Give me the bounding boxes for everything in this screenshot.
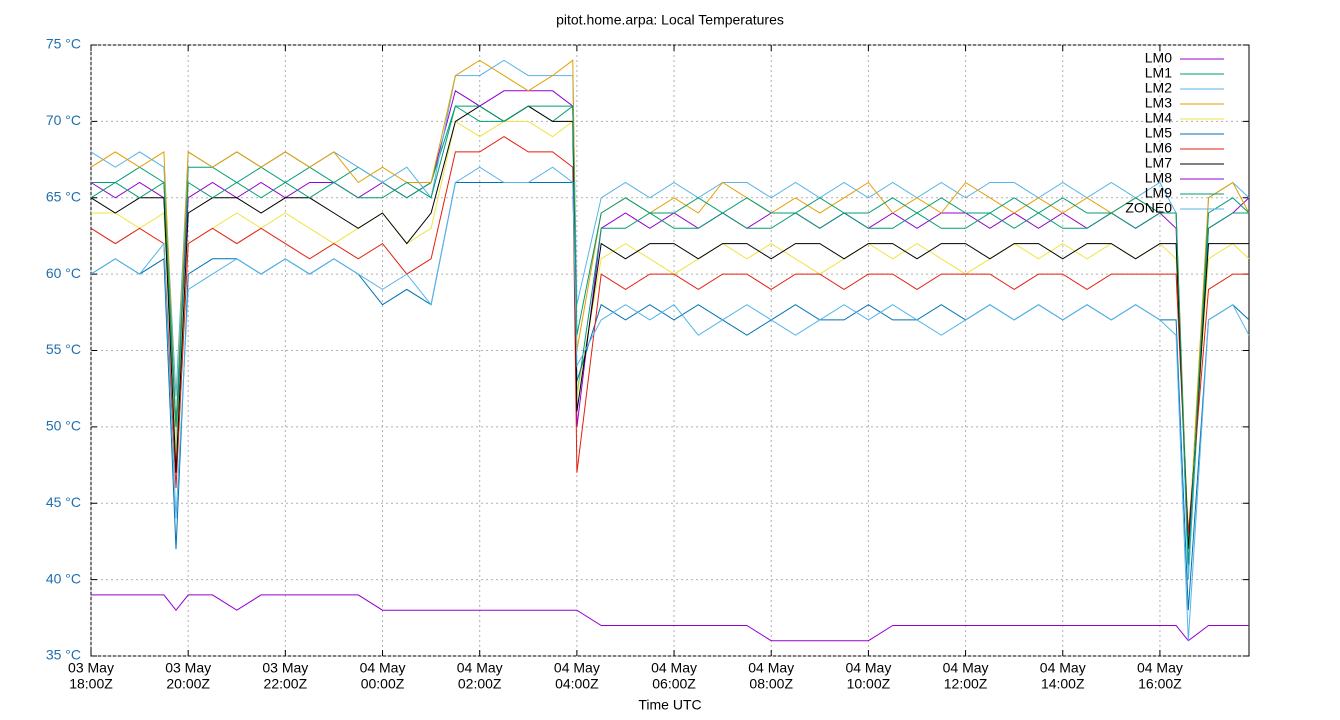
y-tick-label: 55 °C	[46, 341, 81, 357]
x-tick-label: 18:00Z	[69, 676, 113, 692]
legend-label: LM1	[1145, 65, 1172, 81]
series-line	[90, 136, 1249, 534]
legend-label: LM8	[1145, 170, 1172, 186]
legend-label: LM5	[1145, 125, 1172, 141]
x-tick-label: 04 May	[1040, 660, 1086, 676]
x-tick-label: 06:00Z	[652, 676, 696, 692]
plot-frame	[90, 44, 1250, 657]
legend-label: LM6	[1145, 140, 1172, 156]
x-tick-label: 03 May	[68, 660, 114, 676]
chart-title: pitot.home.arpa: Local Temperatures	[556, 12, 784, 28]
x-tick-label: 04 May	[360, 660, 406, 676]
legend-label: LM2	[1145, 80, 1172, 96]
x-tick-label: 04 May	[943, 660, 989, 676]
series-line	[91, 120, 1250, 534]
x-tick-label: 12:00Z	[944, 676, 988, 692]
series-line	[90, 90, 1250, 550]
x-tick-label: 04 May	[457, 660, 503, 676]
series-line	[90, 59, 1250, 550]
x-tick-label: 04 May	[845, 660, 891, 676]
x-tick-label: 04 May	[748, 660, 794, 676]
x-tick-label: 16:00Z	[1138, 676, 1182, 692]
x-tick-label: 14:00Z	[1041, 676, 1085, 692]
y-tick-label: 40 °C	[46, 570, 81, 586]
x-tick-label: 20:00Z	[166, 676, 210, 692]
series-line	[90, 105, 1250, 565]
x-tick-label: 04 May	[554, 660, 600, 676]
x-tick-label: 04 May	[651, 660, 697, 676]
legend-label: LM9	[1145, 185, 1172, 201]
series-line	[90, 166, 1250, 641]
y-tick-label: 60 °C	[46, 265, 81, 281]
legend-label: LM4	[1145, 110, 1172, 126]
x-tick-label: 08:00Z	[749, 676, 793, 692]
y-tick-label: 70 °C	[46, 112, 81, 128]
x-tick-label: 00:00Z	[361, 676, 405, 692]
series-line	[91, 594, 1249, 642]
x-tick-label: 10:00Z	[847, 676, 891, 692]
x-tick-label: 22:00Z	[264, 676, 308, 692]
legend-label: LM3	[1145, 95, 1172, 111]
y-tick-label: 75 °C	[46, 36, 81, 52]
series-line	[90, 59, 1250, 580]
legend-label: LM0	[1145, 50, 1172, 66]
x-tick-label: 04 May	[1137, 660, 1183, 676]
x-tick-label: 03 May	[165, 660, 211, 676]
x-tick-label: 02:00Z	[458, 676, 502, 692]
series-line	[90, 182, 1250, 611]
x-tick-label: 04:00Z	[555, 676, 599, 692]
y-tick-label: 65 °C	[46, 188, 81, 204]
y-tick-label: 45 °C	[46, 494, 81, 510]
x-axis-label: Time UTC	[638, 697, 701, 713]
series-line	[91, 105, 1249, 580]
legend-label: ZONE0	[1125, 200, 1172, 216]
series-line	[90, 105, 1249, 550]
x-tick-label: 03 May	[262, 660, 308, 676]
y-tick-label: 35 °C	[46, 647, 81, 663]
y-tick-label: 50 °C	[46, 418, 81, 434]
legend-label: LM7	[1145, 155, 1172, 171]
